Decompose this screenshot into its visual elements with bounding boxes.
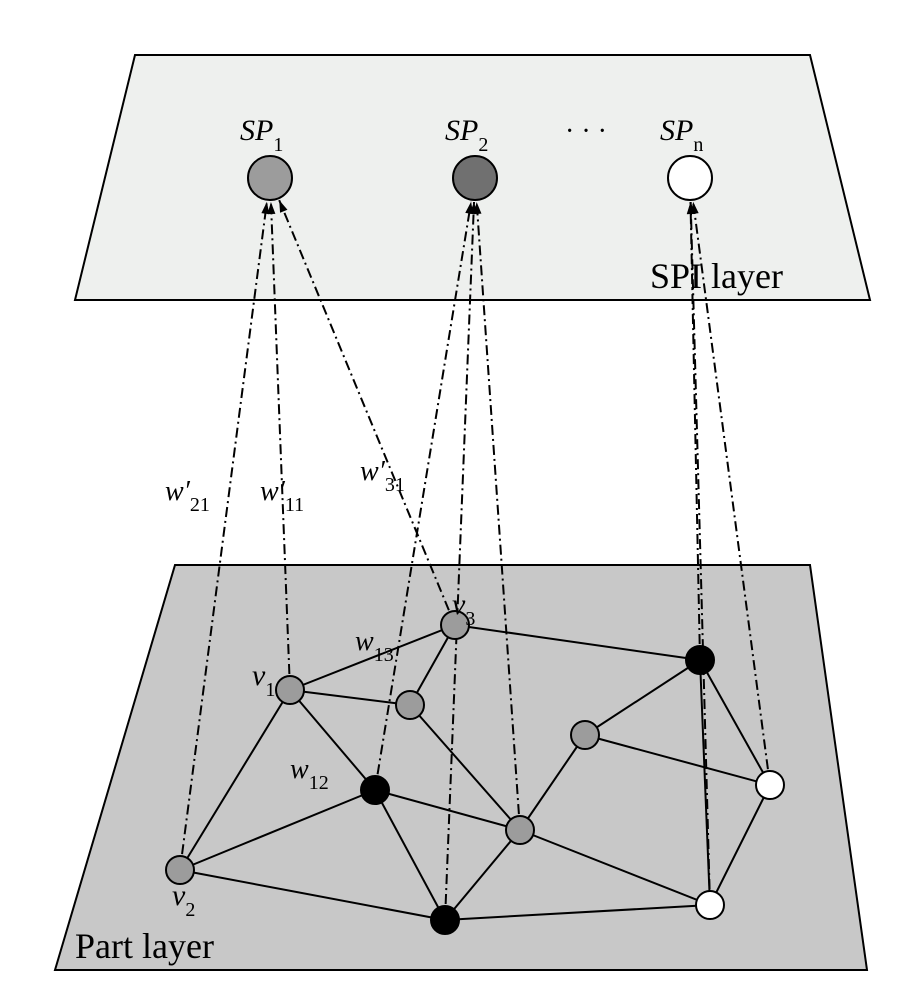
interlayer-weight-label: w′21: [165, 476, 210, 516]
part-node: [571, 721, 599, 749]
ellipsis: · · ·: [565, 116, 607, 147]
part-node: [361, 776, 389, 804]
part-node: [696, 891, 724, 919]
part-node: [506, 816, 534, 844]
interlayer-weight-label: w′31: [360, 456, 405, 496]
part-node: [396, 691, 424, 719]
diagram-canvas: SPI layerPart layerSP1SP2SPn· · ·v1v2v3w…: [0, 0, 899, 1000]
spi-node: [248, 156, 292, 200]
part-plane-label: Part layer: [75, 926, 214, 966]
part-node: [276, 676, 304, 704]
spi-plane-label: SPI layer: [650, 256, 783, 296]
part-node: [431, 906, 459, 934]
spi-node: [453, 156, 497, 200]
part-node: [756, 771, 784, 799]
spi-node: [668, 156, 712, 200]
part-node: [686, 646, 714, 674]
